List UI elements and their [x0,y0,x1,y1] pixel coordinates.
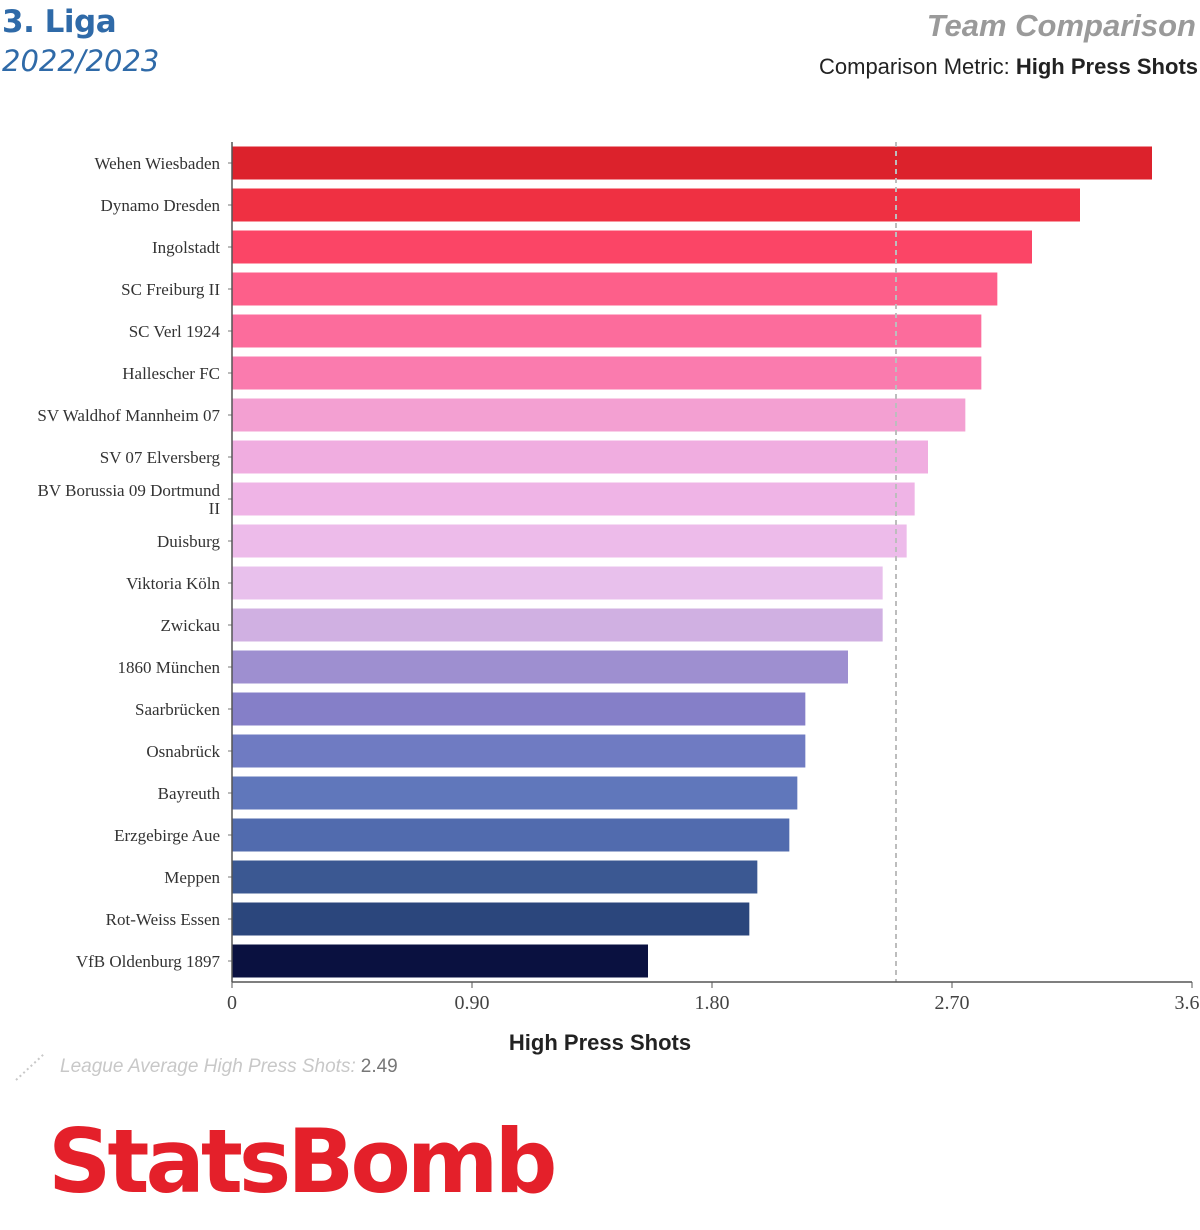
category-label-8: BV Borussia 09 Dortmund II [38,481,221,518]
bar-5 [232,356,982,390]
bar-0 [232,146,1152,180]
category-label-1: Dynamo Dresden [101,196,221,215]
bars-layer [232,146,1152,978]
bar-17 [232,860,758,894]
category-label-7: SV 07 Elversberg [100,448,221,467]
axis-layer: 0 0.90 1.80 2.70 3.60 [227,142,1200,1014]
x-tick-label-4: 3.60 [1175,992,1200,1014]
category-label-0: Wehen Wiesbaden [94,154,220,173]
bar-6 [232,398,966,432]
bar-14 [232,734,806,768]
x-axis-title: High Press Shots [509,1030,691,1055]
category-label-12: 1860 München [118,658,221,677]
category-label-11: Zwickau [161,616,221,635]
bar-chart: 0 0.90 1.80 2.70 3.60 Wehen Wiesbaden Dynamo … [37,142,1200,1055]
category-label-10: Viktoria Köln [126,574,220,593]
category-label-3: SC Freiburg II [121,280,220,299]
category-label-13: Saarbrücken [135,700,220,719]
bar-7 [232,440,928,474]
bar-1 [232,188,1080,222]
bar-3 [232,272,998,306]
category-label-4: SC Verl 1924 [129,322,221,341]
league-average-value: 2.49 [360,1056,398,1077]
category-label-19: VfB Oldenburg 1897 [76,952,221,971]
x-tick-label-1: 0.90 [455,992,490,1014]
category-labels: Wehen Wiesbaden Dynamo Dresden Ingolstadt S… [37,154,220,971]
bar-18 [232,902,750,936]
x-tick-label-3: 2.70 [935,992,970,1014]
category-label-14: Osnabrück [146,742,220,761]
category-label-6: SV Waldhof Mannheim 07 [37,406,220,425]
league-average-label: League Average High Press Shots: [60,1056,356,1077]
bar-19 [232,944,648,978]
league-title: 3. Liga [2,4,117,40]
category-label-17: Meppen [164,868,220,887]
bar-10 [232,566,883,600]
statsbomb-logo: StatsBomb [48,1110,557,1213]
metric-prefix: Comparison Metric: [819,54,1010,79]
bar-12 [232,650,848,684]
bar-13 [232,692,806,726]
category-label-18: Rot-Weiss Essen [106,910,221,929]
league-average-note: League Average High Press Shots: 2.49 [14,1052,398,1082]
bar-9 [232,524,907,558]
category-label-9: Duisburg [157,532,220,551]
category-label-15: Bayreuth [158,784,221,803]
comparison-title: Team Comparison [926,8,1196,43]
bar-4 [232,314,982,348]
metric-name: High Press Shots [1015,54,1198,79]
x-tick-label-2: 1.80 [695,992,730,1014]
comparison-metric: Comparison Metric: High Press Shots [819,54,1198,80]
bar-8 [232,482,915,516]
category-label-5: Hallescher FC [122,364,220,383]
category-label-16: Erzgebirge Aue [114,826,220,845]
bar-15 [232,776,798,810]
dotted-line-icon [15,1053,45,1081]
bar-16 [232,818,790,852]
bar-2 [232,230,1032,264]
category-label-2: Ingolstadt [152,238,220,257]
x-tick-label-0: 0 [227,992,237,1014]
bar-11 [232,608,883,642]
season-label: 2022/2023 [2,44,160,78]
